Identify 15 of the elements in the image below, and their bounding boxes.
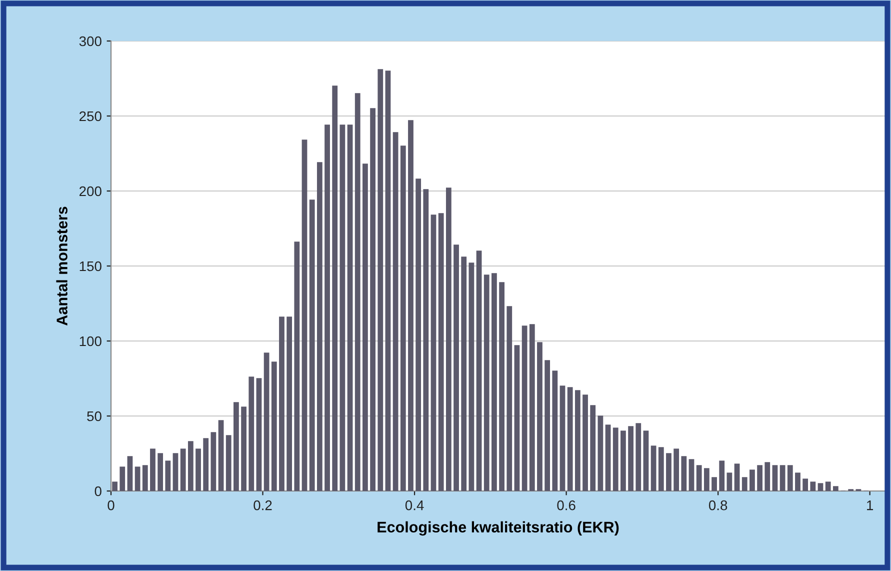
y-tick-label: 200: [80, 186, 102, 196]
y-tick-label: 0: [94, 486, 102, 496]
x-axis-title: Ecologische kwaliteitsratio (EKR): [378, 521, 619, 536]
x-tick-label: 0.6: [557, 500, 576, 510]
y-tick-label: 150: [80, 261, 102, 272]
y-axis-title: Aantal monsters: [56, 206, 68, 326]
y-tick-label: 100: [80, 336, 102, 346]
x-tick-label: 0: [108, 500, 114, 510]
x-tick-label: 0.2: [254, 500, 272, 510]
x-tick-label: 0.4: [405, 500, 424, 510]
y-tick-label: 250: [80, 111, 102, 122]
x-tick-label: 0.8: [708, 500, 728, 510]
x-tick-label: 1: [867, 500, 874, 510]
y-tick-label: 300: [79, 36, 102, 46]
y-tick-label: 50: [87, 411, 102, 422]
